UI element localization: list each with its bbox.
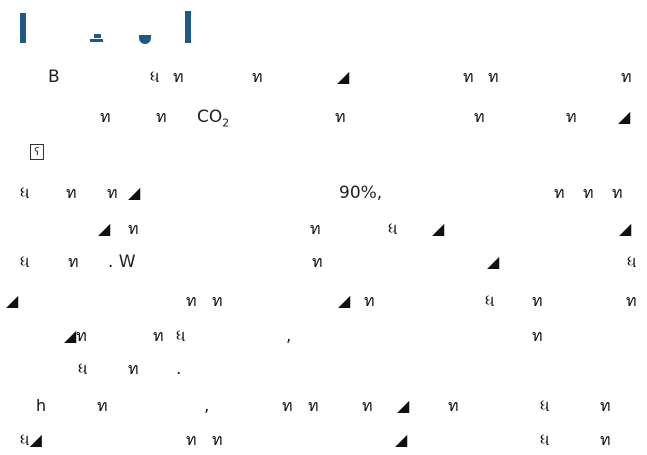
glyph: ท xyxy=(97,396,108,415)
glyph: ◢ xyxy=(128,183,141,202)
glyph: ท xyxy=(463,67,474,86)
glyph: ท xyxy=(107,183,118,202)
glyph: ◢ xyxy=(618,107,631,126)
glyph: ท xyxy=(173,67,184,86)
glyph: ท xyxy=(128,359,139,378)
glyph: ท xyxy=(448,396,459,415)
heading-fragment xyxy=(185,11,191,43)
text-line-4: ધ ท ท ◢ 90%, ท ท ท xyxy=(0,181,647,205)
co2-label: CO2 xyxy=(197,107,230,130)
text-line-7: ◢ ท ท ◢ ท ધ ท ท xyxy=(0,289,647,313)
glyph: ◢ xyxy=(98,219,111,238)
glyph: ◢ xyxy=(338,291,351,310)
glyph: ท xyxy=(252,67,263,86)
glyph: ท xyxy=(128,219,139,238)
comma: , xyxy=(204,396,210,416)
text-line-10: h ท , ท ท ท ◢ ท ધ ท xyxy=(0,394,647,418)
glyph: ท xyxy=(156,107,167,126)
glyph: ท xyxy=(212,430,223,449)
glyph: ท xyxy=(66,183,77,202)
glyph: ท xyxy=(312,252,323,271)
glyph: ท xyxy=(186,430,197,449)
heading-fragment xyxy=(90,39,103,42)
glyph: ◢ xyxy=(487,252,500,271)
text-line-11: ધ◢ ท ท ◢ ધ ท xyxy=(0,428,647,452)
heading-fragment xyxy=(94,34,101,38)
glyph: ท xyxy=(282,396,293,415)
glyph: ท xyxy=(335,107,346,126)
glyph: ท xyxy=(600,430,611,449)
glyph: ધ xyxy=(540,430,550,449)
glyph: ท xyxy=(532,291,543,310)
glyph: ท xyxy=(612,183,623,202)
glyph: ท xyxy=(364,291,375,310)
glyph: ท xyxy=(626,291,637,310)
glyph: ท xyxy=(621,67,632,86)
glyph: ท xyxy=(310,219,321,238)
text-line-9: ધ ท . xyxy=(0,357,647,381)
comma: , xyxy=(286,326,292,346)
glyph: ท xyxy=(153,326,164,345)
glyph: ท xyxy=(554,183,565,202)
glyph: ધ xyxy=(20,252,30,271)
glyph: ધ xyxy=(176,326,186,345)
glyph: ท xyxy=(583,183,594,202)
letter-b: B xyxy=(48,67,60,87)
glyph: h xyxy=(36,396,47,415)
text-line-2: ท ท CO2 ท ท ท ◢ xyxy=(0,105,647,129)
period: . xyxy=(176,359,182,379)
glyph: ท xyxy=(186,291,197,310)
text-line-8: ◢ท ท ધ , ท xyxy=(0,324,647,348)
glyph: ◢ท xyxy=(64,326,87,345)
unknown-glyph-icon: ʕ xyxy=(30,144,44,160)
glyph: ท xyxy=(474,107,485,126)
text-line-1: B ધ ท ท ◢ ท ท ท xyxy=(0,65,647,89)
glyph: ◢ xyxy=(432,219,445,238)
glyph: ધ xyxy=(20,183,30,202)
glyph: ધ xyxy=(485,291,495,310)
letter-w: . W xyxy=(108,252,136,272)
text-line-6: ધ ท . W ท ◢ ધ xyxy=(0,250,647,274)
glyph: ท xyxy=(212,291,223,310)
glyph: ધ xyxy=(388,219,398,238)
glyph: ท xyxy=(100,107,111,126)
percent-value: 90%, xyxy=(339,183,383,203)
glyph: ท xyxy=(566,107,577,126)
section-heading xyxy=(18,6,318,44)
glyph: ท xyxy=(600,396,611,415)
glyph: ท xyxy=(68,252,79,271)
glyph: ધ xyxy=(540,396,550,415)
heading-fragment xyxy=(139,35,151,44)
text-line-5: ◢ ท ท ધ ◢ ◢ xyxy=(0,217,647,241)
heading-fragment xyxy=(20,13,26,43)
glyph: ท xyxy=(532,326,543,345)
glyph: ◢ xyxy=(395,430,408,449)
glyph: ◢ xyxy=(337,67,350,86)
glyph: ધ xyxy=(150,67,160,86)
glyph: ท xyxy=(488,67,499,86)
glyph: ◢ xyxy=(397,396,410,415)
glyph: ◢ xyxy=(619,219,632,238)
glyph: ધ xyxy=(78,359,88,378)
glyph: ધ xyxy=(627,252,637,271)
glyph: ધ◢ xyxy=(20,430,42,449)
glyph: ท xyxy=(308,396,319,415)
glyph: ◢ xyxy=(6,291,19,310)
glyph: ท xyxy=(362,396,373,415)
